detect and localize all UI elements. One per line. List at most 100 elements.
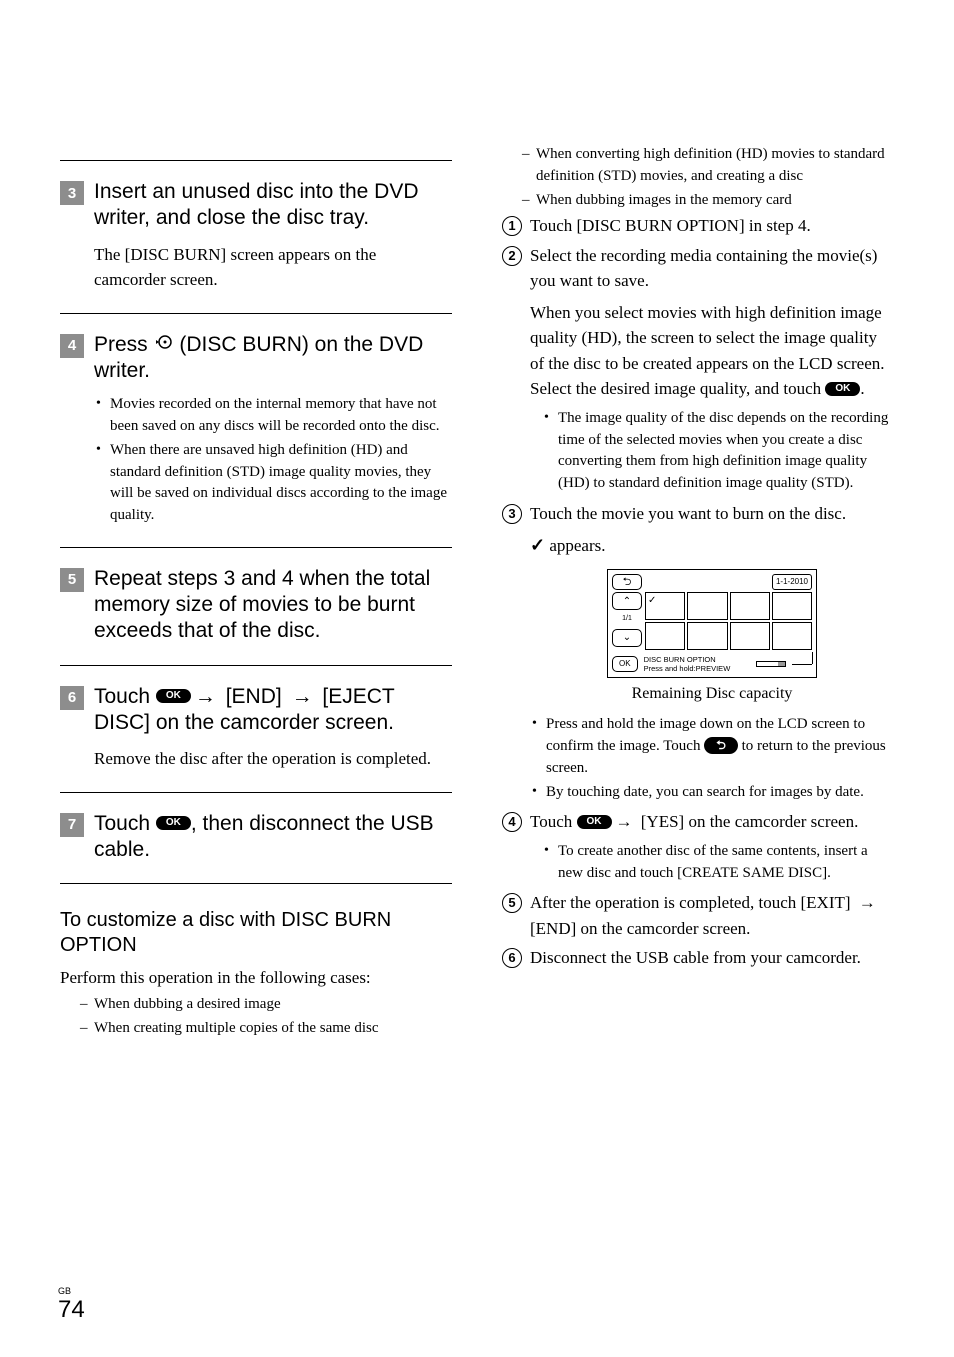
arrow-icon: →	[191, 685, 220, 708]
screen-date: 1-1-2010	[772, 574, 812, 590]
screen-bottom-row: OK DISC BURN OPTION Press and hold:PREVI…	[608, 652, 816, 677]
thumbnail-cell	[687, 592, 727, 620]
two-column-layout: 3 Insert an unused disc into the DVD wri…	[60, 140, 894, 1041]
step-description: Remove the disc after the operation is c…	[94, 746, 452, 772]
step-title: Touch OK, then disconnect the USB cable.	[94, 811, 452, 864]
dash-item: When creating multiple copies of the sam…	[78, 1018, 452, 1040]
circled-body: Select the recording media containing th…	[530, 243, 894, 497]
text-line: Press and hold:PREVIEW	[644, 664, 750, 673]
text-part: .	[860, 379, 864, 398]
figure-caption: Remaining Disc capacity	[530, 682, 894, 706]
step-title: Repeat steps 3 and 4 when the total memo…	[94, 566, 452, 645]
divider	[60, 160, 452, 161]
divider	[60, 792, 452, 793]
screen-ok-button: OK	[612, 656, 638, 672]
screen-top-row: ⮌ 1-1-2010	[608, 570, 816, 590]
screen-up-button: ⌃	[612, 592, 642, 610]
text-part: Select the recording media containing th…	[530, 243, 894, 294]
step-number-badge: 5	[60, 568, 84, 592]
bullet-list: Movies recorded on the internal memory t…	[94, 394, 452, 527]
step-title: Insert an unused disc into the DVD write…	[94, 179, 452, 232]
page-number-value: 74	[58, 1296, 85, 1323]
screen-nav: ⌃ 1/1 ⌄	[612, 592, 642, 650]
step-title: Press (DISC BURN) on the DVD writer.	[94, 332, 452, 385]
page-number: GB 74	[58, 1285, 85, 1327]
text-part: [YES] on the camcorder screen.	[637, 812, 859, 831]
circled-number: 1	[502, 216, 522, 236]
screen-page-count: 1/1	[612, 612, 642, 627]
subsection-title: To customize a disc with DISC BURN OPTIO…	[60, 908, 452, 958]
step-header: 5 Repeat steps 3 and 4 when the total me…	[60, 566, 452, 645]
step-3: 3 Insert an unused disc into the DVD wri…	[60, 179, 452, 293]
circled-step-1: 1 Touch [DISC BURN OPTION] in step 4.	[502, 213, 894, 239]
thumbnail-cell	[730, 592, 770, 620]
step-number-badge: 6	[60, 686, 84, 710]
step-number-badge: 3	[60, 181, 84, 205]
step-header: 6 Touch OK→ [END] → [EJECT DISC] on the …	[60, 684, 452, 737]
text-part: Touch	[94, 812, 156, 835]
circled-number: 6	[502, 948, 522, 968]
back-button-icon: ⮌	[704, 737, 738, 753]
text-part: Touch	[94, 685, 156, 708]
step-6: 6 Touch OK→ [END] → [EJECT DISC] on the …	[60, 684, 452, 772]
screen-help-text: DISC BURN OPTION Press and hold:PREVIEW	[644, 655, 750, 673]
leader-line	[792, 664, 812, 665]
circled-number: 2	[502, 246, 522, 266]
circled-body: Touch OK→ [YES] on the camcorder screen.…	[530, 809, 894, 886]
circled-body: Touch the movie you want to burn on the …	[530, 501, 894, 806]
dash-list: When converting high definition (HD) mov…	[520, 144, 894, 211]
camcorder-screen-figure: ⮌ 1-1-2010 ⌃ 1/1 ⌄	[530, 569, 894, 678]
thumbnail-cell	[730, 622, 770, 650]
thumbnail-cell	[645, 622, 685, 650]
text-part: After the operation is completed, touch …	[530, 893, 855, 912]
check-icon: ✓	[530, 535, 545, 555]
step-7: 7 Touch OK, then disconnect the USB cabl…	[60, 811, 452, 864]
circled-number: 5	[502, 893, 522, 913]
subsection: To customize a disc with DISC BURN OPTIO…	[60, 908, 452, 1039]
screen-down-button: ⌄	[612, 629, 642, 647]
text-part: [END] on the camcorder screen.	[530, 919, 750, 938]
divider	[60, 665, 452, 666]
circled-body: Touch [DISC BURN OPTION] in step 4.	[530, 213, 894, 239]
arrow-icon: →	[288, 685, 317, 708]
screen-mid-row: ⌃ 1/1 ⌄	[608, 590, 816, 652]
circled-step-6: 6 Disconnect the USB cable from your cam…	[502, 945, 894, 971]
subsection-desc: Perform this operation in the following …	[60, 966, 452, 990]
left-column: 3 Insert an unused disc into the DVD wri…	[60, 140, 452, 1041]
text-line: DISC BURN OPTION	[644, 655, 750, 664]
dash-item: When dubbing images in the memory card	[520, 190, 894, 212]
text-part: Touch	[530, 812, 577, 831]
bullet-item: Press and hold the image down on the LCD…	[530, 714, 894, 779]
text-part: When you select movies with high definit…	[530, 300, 894, 402]
circled-step-2: 2 Select the recording media containing …	[502, 243, 894, 497]
step-number-badge: 4	[60, 334, 84, 358]
circled-step-4: 4 Touch OK→ [YES] on the camcorder scree…	[502, 809, 894, 886]
text-part: appears.	[545, 536, 605, 555]
step-body: The [DISC BURN] screen appears on the ca…	[94, 242, 452, 293]
step-number-badge: 7	[60, 813, 84, 837]
step-body: Movies recorded on the internal memory t…	[94, 394, 452, 527]
circled-number: 3	[502, 504, 522, 524]
thumbnail-cell	[772, 622, 812, 650]
dash-item: When converting high definition (HD) mov…	[520, 144, 894, 188]
arrow-icon: →	[612, 812, 637, 831]
text-part: Press	[94, 333, 154, 356]
thumbnail-cell	[645, 592, 685, 620]
step-header: 3 Insert an unused disc into the DVD wri…	[60, 179, 452, 232]
dash-list: When dubbing a desired image When creati…	[78, 994, 452, 1040]
ok-button-icon: OK	[156, 689, 191, 703]
arrow-icon: →	[855, 893, 880, 912]
bullet-item: The image quality of the disc depends on…	[542, 408, 894, 495]
bullet-list: Press and hold the image down on the LCD…	[530, 714, 894, 803]
right-column: When converting high definition (HD) mov…	[502, 140, 894, 1041]
bullet-item: By touching date, you can search for ima…	[530, 782, 894, 804]
circled-body: After the operation is completed, touch …	[530, 890, 894, 941]
bullet-item: To create another disc of the same conte…	[542, 841, 894, 885]
circled-step-3: 3 Touch the movie you want to burn on th…	[502, 501, 894, 806]
step-header: 7 Touch OK, then disconnect the USB cabl…	[60, 811, 452, 864]
thumbnail-cell	[687, 622, 727, 650]
text-part: [END]	[220, 685, 288, 708]
divider	[60, 883, 452, 884]
step-body: Remove the disc after the operation is c…	[94, 746, 452, 772]
step-description: The [DISC BURN] screen appears on the ca…	[94, 242, 452, 293]
